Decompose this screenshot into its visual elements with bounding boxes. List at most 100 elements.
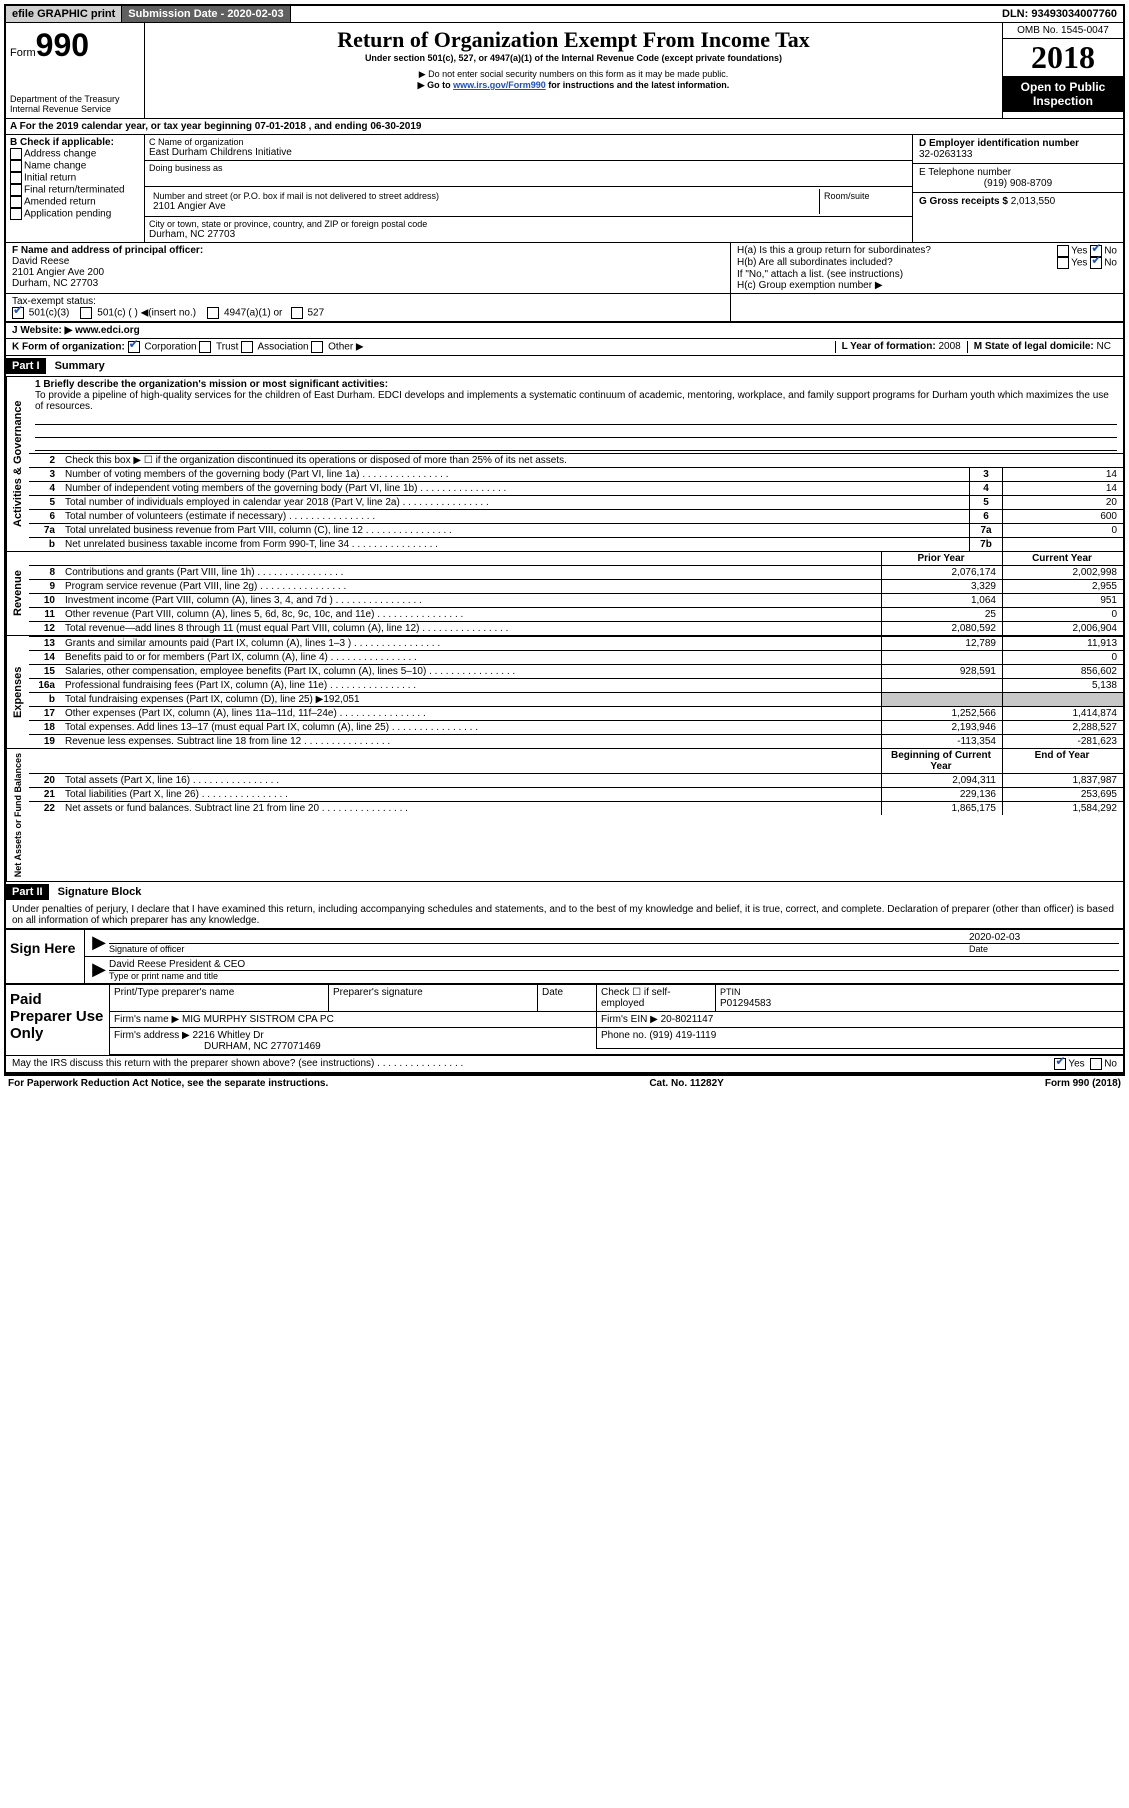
address-change-checkbox[interactable]: [10, 148, 22, 160]
line-value: 0: [1003, 524, 1124, 538]
col-b-checkboxes: B Check if applicable: Address change Na…: [6, 135, 145, 242]
prep-date-label: Date: [538, 985, 597, 1012]
prior-value: [882, 651, 1003, 665]
org-address: 2101 Angier Ave: [153, 201, 815, 212]
open-inspection: Open to Public Inspection: [1003, 76, 1123, 112]
line-text: Total assets (Part X, line 16): [61, 774, 882, 788]
side-expenses: Expenses: [6, 636, 29, 748]
officer-typed-name: David Reese President & CEO: [109, 959, 1119, 970]
current-value: 11,913: [1003, 637, 1124, 651]
prior-value: 1,064: [882, 594, 1003, 608]
discuss-no-checkbox[interactable]: [1090, 1058, 1102, 1070]
line-text: Benefits paid to or for members (Part IX…: [61, 651, 882, 665]
ein-value: 32-0263133: [919, 149, 1117, 160]
ha-yes-checkbox[interactable]: [1057, 245, 1069, 257]
prior-value: 2,094,311: [882, 774, 1003, 788]
corp-checkbox[interactable]: [128, 341, 140, 353]
501c3-checkbox[interactable]: [12, 307, 24, 319]
type-name-label: Type or print name and title: [109, 970, 1119, 981]
line-text: Investment income (Part VIII, column (A)…: [61, 594, 882, 608]
501c-checkbox[interactable]: [80, 307, 92, 319]
line-text: Net unrelated business taxable income fr…: [61, 538, 970, 552]
form-title: Return of Organization Exempt From Incom…: [153, 27, 994, 53]
officer-addr2: Durham, NC 27703: [12, 278, 724, 289]
current-value: 2,955: [1003, 580, 1124, 594]
discuss-yes-checkbox[interactable]: [1054, 1058, 1066, 1070]
current-value: 0: [1003, 651, 1124, 665]
trust-checkbox[interactable]: [199, 341, 211, 353]
initial-return-checkbox[interactable]: [10, 172, 22, 184]
line-text: Grants and similar amounts paid (Part IX…: [61, 637, 882, 651]
hc-label: H(c) Group exemption number ▶: [737, 280, 1117, 291]
prior-value: 2,076,174: [882, 566, 1003, 580]
line-text: Revenue less expenses. Subtract line 18 …: [61, 735, 882, 749]
preparer-sig-label: Preparer's signature: [329, 985, 538, 1012]
efile-print-button[interactable]: efile GRAPHIC print: [6, 6, 122, 22]
current-value: 253,695: [1003, 788, 1124, 802]
name-change-checkbox[interactable]: [10, 160, 22, 172]
side-net-assets: Net Assets or Fund Balances: [6, 749, 29, 881]
prior-value: -113,354: [882, 735, 1003, 749]
line-text: Net assets or fund balances. Subtract li…: [61, 802, 882, 816]
line-text: Total liabilities (Part X, line 26): [61, 788, 882, 802]
current-value: 2,002,998: [1003, 566, 1124, 580]
part1-header: Part I: [6, 358, 46, 374]
org-name: East Durham Childrens Initiative: [149, 147, 908, 158]
date-label: Date: [969, 943, 1119, 954]
website-value: www.edci.org: [75, 325, 140, 336]
eoy-header: End of Year: [1003, 749, 1124, 774]
assoc-checkbox[interactable]: [241, 341, 253, 353]
submission-date: Submission Date - 2020-02-03: [122, 6, 290, 22]
org-city: Durham, NC 27703: [149, 229, 908, 240]
line-text: Other expenses (Part IX, column (A), lin…: [61, 707, 882, 721]
firm-addr1: 2216 Whitley Dr: [193, 1030, 264, 1041]
4947-checkbox[interactable]: [207, 307, 219, 319]
phone-label: E Telephone number: [919, 167, 1117, 178]
current-value: 1,837,987: [1003, 774, 1124, 788]
goto-note: ▶ Go to www.irs.gov/Form990 for instruct…: [153, 80, 994, 91]
amended-return-checkbox[interactable]: [10, 196, 22, 208]
website-label: J Website: ▶: [12, 325, 72, 336]
print-preparer-label: Print/Type preparer's name: [110, 985, 329, 1012]
other-org-checkbox[interactable]: [311, 341, 323, 353]
firm-name: MIG MURPHY SISTROM CPA PC: [182, 1014, 334, 1025]
hb-yes-checkbox[interactable]: [1057, 257, 1069, 269]
current-value: 856,602: [1003, 665, 1124, 679]
line-text: Total fundraising expenses (Part IX, col…: [61, 693, 882, 707]
sign-here-label: Sign Here: [6, 930, 85, 983]
footer-paperwork: For Paperwork Reduction Act Notice, see …: [8, 1078, 328, 1089]
hb-no-checkbox[interactable]: [1090, 257, 1102, 269]
dln: DLN: 93493034007760: [996, 6, 1123, 22]
prior-value: 2,080,592: [882, 622, 1003, 636]
ein-label: D Employer identification number: [919, 138, 1117, 149]
line-text: Total unrelated business revenue from Pa…: [61, 524, 970, 538]
prior-value: 12,789: [882, 637, 1003, 651]
boy-header: Beginning of Current Year: [882, 749, 1003, 774]
row-a-tax-year: A For the 2019 calendar year, or tax yea…: [6, 118, 1123, 135]
current-year-header: Current Year: [1003, 552, 1124, 566]
dept-treasury: Department of the Treasury: [10, 94, 140, 104]
line-text: Program service revenue (Part VIII, line…: [61, 580, 882, 594]
penalty-text: Under penalties of perjury, I declare th…: [6, 902, 1123, 928]
line-text: Total number of individuals employed in …: [61, 496, 970, 510]
line-text: Salaries, other compensation, employee b…: [61, 665, 882, 679]
prior-value: 1,252,566: [882, 707, 1003, 721]
form-number: Form990: [10, 27, 140, 64]
irs-form990-link[interactable]: www.irs.gov/Form990: [453, 80, 546, 90]
state-domicile: NC: [1097, 341, 1111, 352]
form-org-label: K Form of organization:: [12, 342, 125, 353]
dba-label: Doing business as: [149, 163, 908, 173]
final-return-checkbox[interactable]: [10, 184, 22, 196]
527-checkbox[interactable]: [291, 307, 303, 319]
sig-date: 2020-02-03: [969, 932, 1119, 943]
prior-value: 25: [882, 608, 1003, 622]
footer-catno: Cat. No. 11282Y: [649, 1078, 723, 1089]
application-pending-checkbox[interactable]: [10, 208, 22, 220]
line-text: Total expenses. Add lines 13–17 (must eq…: [61, 721, 882, 735]
current-value: 951: [1003, 594, 1124, 608]
side-governance: Activities & Governance: [6, 377, 29, 551]
part2-header: Part II: [6, 884, 49, 900]
year-formation: 2008: [938, 341, 960, 352]
mission-text: To provide a pipeline of high-quality se…: [35, 390, 1117, 412]
irs-label: Internal Revenue Service: [10, 104, 140, 114]
